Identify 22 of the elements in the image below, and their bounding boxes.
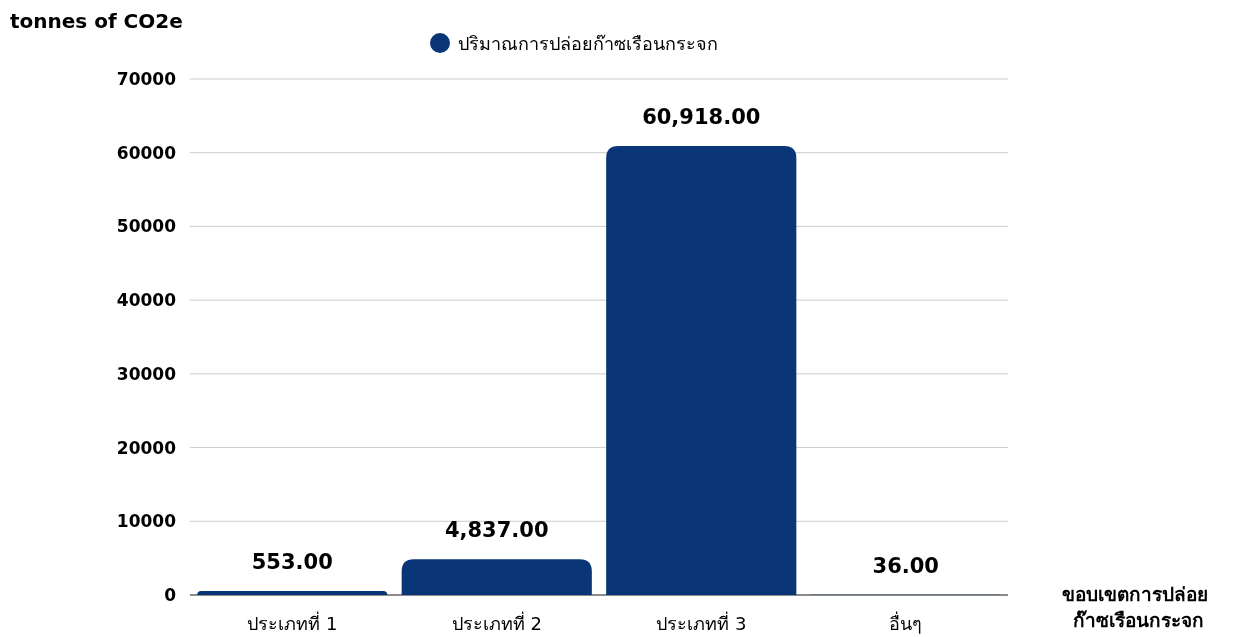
x-tick-label: ประเภทที่ 3: [656, 611, 747, 634]
legend-label: ปริมาณการปล่อยก๊าซเรือนกระจก: [458, 33, 718, 54]
y-tick-label: 30000: [116, 363, 177, 384]
y-tick-label: 70000: [116, 69, 177, 89]
y-tick-label: 20000: [116, 437, 177, 458]
x-tick-label: ประเภทที่ 1: [247, 611, 338, 634]
bar: [197, 590, 388, 595]
bar: [401, 559, 592, 595]
y-tick-label: 40000: [116, 290, 177, 311]
x-tick-label: ประเภทที่ 2: [451, 611, 542, 634]
bar: [606, 145, 797, 595]
y-tick-label: 50000: [116, 216, 177, 237]
data-label: 553.00: [251, 549, 333, 574]
data-label: 36.00: [872, 553, 939, 578]
x-axis-title: ขอบเขตการปล่อย ก๊าซเรือนกระจก: [1062, 583, 1208, 631]
data-label: 4,837.00: [444, 518, 549, 543]
y-axis-title: tonnes of CO2e: [10, 9, 183, 33]
data-label: 60,918.00: [642, 104, 761, 129]
y-tick-label: 60000: [116, 142, 177, 163]
x-tick-label: อื่นๆ: [889, 611, 923, 634]
y-tick-label: 0: [164, 585, 177, 605]
y-tick-label: 10000: [116, 511, 177, 532]
